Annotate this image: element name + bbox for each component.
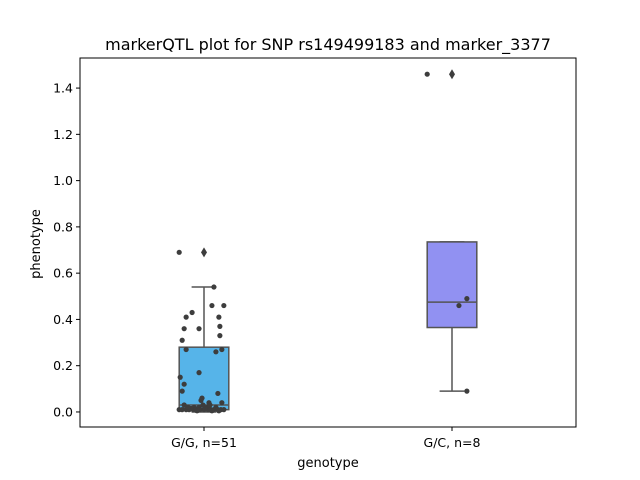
data-point — [464, 388, 470, 394]
x-tick-label: G/C, n=8 — [424, 435, 481, 450]
plot-frame — [79, 57, 577, 428]
box-group — [176, 247, 230, 414]
y-tick-label: 0.2 — [53, 358, 73, 373]
data-point — [221, 407, 227, 413]
data-point — [196, 370, 202, 376]
data-point — [176, 249, 182, 255]
data-point — [207, 402, 213, 408]
data-point — [216, 314, 222, 320]
data-point — [464, 296, 470, 302]
box-group — [424, 69, 478, 394]
data-point — [456, 302, 462, 309]
y-tick-label: 0.8 — [53, 219, 73, 234]
y-axis-label: phenotype — [29, 209, 44, 279]
x-axis: G/G, n=51 G/C, n=8 — [171, 427, 481, 450]
outlier-marker — [449, 69, 455, 80]
data-point — [198, 397, 204, 403]
data-point — [209, 302, 215, 309]
data-point — [200, 402, 206, 408]
y-axis: 0.0 0.2 0.4 0.6 0.8 1.0 1.2 1.4 — [53, 81, 80, 419]
data-point — [181, 326, 187, 332]
data-point — [179, 388, 185, 394]
data-point — [179, 337, 185, 343]
y-tick-label: 1.0 — [53, 173, 73, 188]
data-point — [177, 374, 183, 380]
plot-area — [79, 57, 577, 428]
data-point — [217, 323, 223, 329]
outlier-marker — [201, 247, 207, 258]
data-point — [185, 404, 191, 410]
y-tick-label: 0.6 — [53, 266, 73, 281]
x-tick-label: G/G, n=51 — [171, 435, 237, 450]
data-point — [219, 400, 225, 406]
data-point — [221, 302, 227, 309]
data-point — [424, 71, 430, 77]
data-point — [217, 333, 223, 339]
y-tick-label: 0.0 — [53, 404, 73, 419]
data-point — [209, 408, 215, 414]
data-point — [183, 346, 189, 353]
data-point — [211, 284, 217, 290]
y-tick-label: 0.4 — [53, 312, 73, 327]
data-point — [181, 402, 187, 408]
data-point — [179, 407, 185, 413]
box — [426, 241, 478, 329]
data-point — [215, 390, 221, 397]
data-point — [189, 309, 195, 316]
data-point — [216, 408, 222, 414]
data-point — [194, 408, 200, 414]
data-point — [183, 314, 189, 320]
data-point — [196, 326, 202, 332]
data-point — [181, 381, 187, 387]
data-point — [219, 346, 225, 353]
y-tick-label: 1.2 — [53, 127, 73, 142]
data-point — [213, 349, 219, 355]
chart-title: markerQTL plot for SNP rs149499183 and m… — [105, 35, 551, 55]
y-tick-label: 1.4 — [53, 81, 73, 96]
x-axis-label: genotype — [297, 456, 358, 471]
